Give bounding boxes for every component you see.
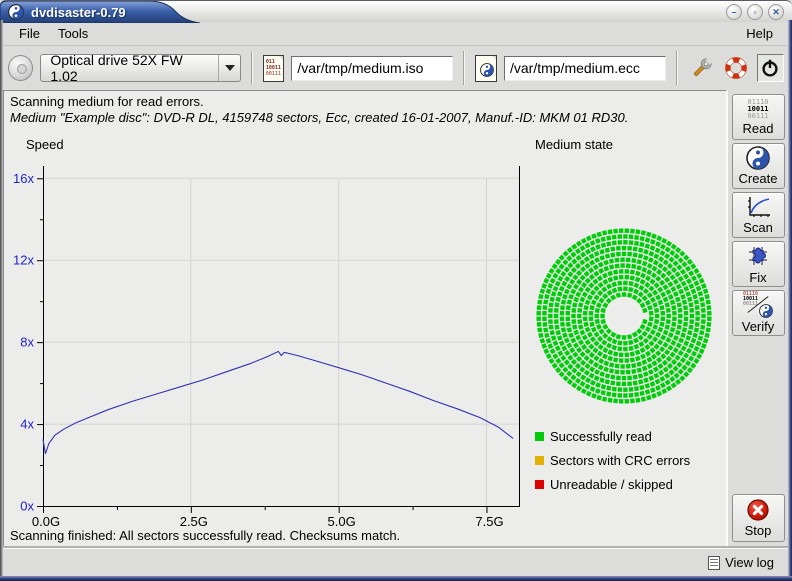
legend-swatch-red <box>535 480 544 489</box>
medium-info-line: Medium "Example disc": DVD-R DL, 4159748… <box>10 110 629 125</box>
svg-text:16x: 16x <box>13 171 34 186</box>
log-document-icon <box>708 555 721 570</box>
svg-text:12x: 12x <box>13 253 34 268</box>
menu-file[interactable]: File <box>19 26 40 41</box>
titlebar[interactable]: dvdisaster-0.79 – ▫ ✕ <box>0 0 792 23</box>
scan-status-heading: Scanning medium for read errors. <box>10 94 204 109</box>
legend-item: Sectors with CRC errors <box>535 453 690 468</box>
content-pane: Scanning medium for read errors. Medium … <box>3 90 727 548</box>
window-title: dvdisaster-0.79 <box>31 4 126 20</box>
svg-text:8x: 8x <box>20 335 34 350</box>
legend-item: Successfully read <box>535 429 690 444</box>
power-icon <box>762 59 778 77</box>
scan-result-status: Scanning finished: All sectors successfu… <box>10 528 401 543</box>
view-log-button[interactable]: View log <box>704 553 778 572</box>
create-button[interactable]: Create <box>731 143 785 189</box>
medium-state-title: Medium state <box>535 137 614 152</box>
menubar: File Tools Help <box>0 22 792 46</box>
statusbar: View log <box>3 548 788 576</box>
stop-button[interactable]: Stop <box>731 494 785 542</box>
toolbar-separator <box>463 51 466 85</box>
puzzle-piece-icon <box>749 247 767 265</box>
toolbar: Optical drive 52X FW 1.02 011 10011 00111 <box>0 46 792 90</box>
iso-image-icon: 011 10011 00111 <box>262 54 285 82</box>
svg-text:7.5G: 7.5G <box>475 514 503 529</box>
window-border-left <box>0 20 3 581</box>
iso-path-input[interactable] <box>291 55 454 81</box>
toolbar-separator <box>675 51 678 85</box>
svg-text:4x: 4x <box>20 417 34 432</box>
action-sidebar: 01110 10011 00111 Read Create Scan <box>727 90 788 548</box>
toolbar-separator <box>250 51 253 85</box>
ecc-path-input[interactable] <box>503 55 666 81</box>
speed-chart-title: Speed <box>26 137 64 152</box>
preferences-button[interactable] <box>688 54 715 82</box>
maximize-button[interactable]: ▫ <box>747 4 763 20</box>
verify-button[interactable]: 01110 10011 00111 Verify <box>731 290 785 336</box>
quit-button[interactable] <box>756 54 784 82</box>
dropdown-arrow-icon <box>218 55 239 81</box>
minimize-button[interactable]: – <box>726 4 742 20</box>
ecc-file-icon <box>475 54 497 82</box>
window-border-right <box>788 20 792 581</box>
verify-icon: 01110 10011 00111 <box>743 292 773 318</box>
speed-chart-and-medium-state-canvas: 0x 4x 8x 12x 16x 0.0G 2.5G 5.0G 7.5G <box>13 166 712 529</box>
titlebar-tab <box>0 1 200 23</box>
svg-text:0x: 0x <box>20 499 34 514</box>
medium-state-legend: Successfully read Sectors with CRC error… <box>535 429 690 492</box>
menu-help[interactable]: Help <box>746 26 773 41</box>
stop-icon <box>747 499 769 521</box>
close-button[interactable]: ✕ <box>768 4 784 20</box>
help-button[interactable] <box>722 54 749 82</box>
fix-button[interactable]: Fix <box>731 241 785 287</box>
svg-text:5.0G: 5.0G <box>328 514 356 529</box>
optical-drive-icon <box>8 55 34 81</box>
app-logo-yinyang-icon <box>8 4 24 20</box>
svg-text:2.5G: 2.5G <box>180 514 208 529</box>
yinyang-icon <box>746 146 770 170</box>
lifebuoy-icon <box>725 57 747 79</box>
drive-selector-combo[interactable]: Optical drive 52X FW 1.02 <box>40 52 241 84</box>
legend-swatch-yellow <box>535 456 544 465</box>
drive-selector-value: Optical drive 52X FW 1.02 <box>50 52 183 84</box>
read-icon: 01110 10011 00111 <box>747 97 769 120</box>
scan-chart-icon <box>748 197 770 217</box>
window-border-bottom <box>0 576 792 581</box>
legend-item: Unreadable / skipped <box>535 477 690 492</box>
scan-button[interactable]: Scan <box>731 192 785 238</box>
read-button[interactable]: 01110 10011 00111 Read <box>731 94 785 140</box>
menu-tools[interactable]: Tools <box>57 26 89 41</box>
legend-swatch-green <box>535 432 544 441</box>
wrench-icon <box>693 56 713 76</box>
svg-text:0.0G: 0.0G <box>32 514 60 529</box>
